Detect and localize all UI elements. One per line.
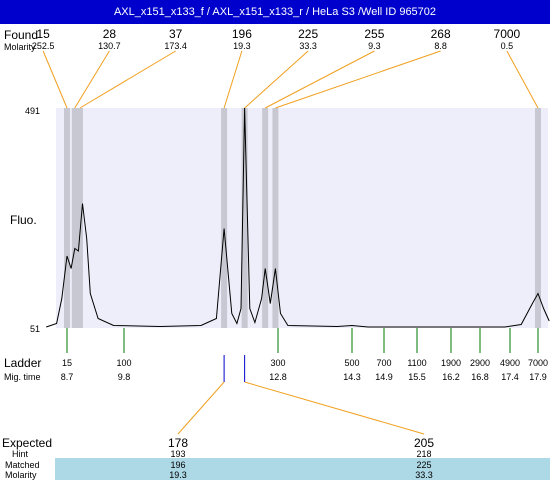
peak-band <box>241 108 248 328</box>
y-axis-label: Fluo. <box>10 213 37 227</box>
ladder-size-label: 15 <box>62 358 72 368</box>
found-molarity-label: 33.3 <box>299 41 317 51</box>
expected-hint-label: 218 <box>416 449 431 459</box>
ladder-migtime-label: 17.9 <box>529 372 547 382</box>
ladder-migtime-label: 12.8 <box>269 372 287 382</box>
found-row-label: Found <box>4 28 38 42</box>
found-molarity-label: 173.4 <box>164 41 187 51</box>
found-connector-line <box>42 50 68 109</box>
ladder-migtime-label: 14.3 <box>343 372 361 382</box>
found-connector-line <box>275 50 441 109</box>
y-tick-min-label: 51 <box>30 324 40 334</box>
found-connector-line <box>244 50 309 109</box>
ladder-size-label: 2900 <box>470 358 490 368</box>
y-tick-max-label: 491 <box>25 106 40 116</box>
found-connector-line <box>74 50 110 109</box>
peak-band <box>64 108 70 328</box>
ladder-size-label: 4900 <box>500 358 520 368</box>
found-connector-line <box>79 50 176 109</box>
found-molarity-label: 252.5 <box>32 41 55 51</box>
expected-hint-label: 193 <box>170 449 185 459</box>
expected-molarity-label: 33.3 <box>415 470 433 480</box>
peak-band <box>262 108 269 328</box>
migtime-row-label: Mig. time <box>4 372 41 382</box>
peak-band <box>272 108 279 328</box>
found-molarity-label: 0.5 <box>501 41 514 51</box>
peak-band <box>535 108 541 328</box>
expected-size-label: 205 <box>414 436 434 450</box>
found-size-label: 37 <box>169 27 183 41</box>
ladder-migtime-label: 16.2 <box>442 372 460 382</box>
found-size-label: 28 <box>103 27 117 41</box>
expected-size-label: 178 <box>168 436 188 450</box>
expected-connector-line <box>177 381 225 435</box>
fluorescence-trace <box>46 107 550 328</box>
ladder-size-label: 7000 <box>528 358 548 368</box>
found-connector-line <box>264 50 375 109</box>
expected-connector-line <box>244 381 425 435</box>
ladder-size-label: 1900 <box>441 358 461 368</box>
peak-band <box>221 108 228 328</box>
expected-matched-label: 225 <box>416 460 431 470</box>
ladder-migtime-label: 17.4 <box>501 372 519 382</box>
expected-matched-label: 196 <box>170 460 185 470</box>
ladder-migtime-label: 8.7 <box>61 372 74 382</box>
matched-row-bg <box>55 458 550 480</box>
found-molarity-label: 9.3 <box>368 41 381 51</box>
found-size-label: 15 <box>36 27 50 41</box>
ladder-migtime-label: 15.5 <box>408 372 426 382</box>
title-bar: AXL_x151_x133_f / AXL_x151_x133_r / HeLa… <box>0 0 550 24</box>
found-connector-line <box>506 50 539 109</box>
found-size-label: 268 <box>431 27 451 41</box>
found-size-label: 196 <box>232 27 252 41</box>
expected-row-label: Expected <box>2 436 52 450</box>
ladder-size-label: 700 <box>376 358 391 368</box>
found-connector-line <box>223 50 243 109</box>
peak-band <box>76 108 83 328</box>
found-size-label: 225 <box>298 27 318 41</box>
ladder-migtime-label: 16.8 <box>471 372 489 382</box>
window-title: AXL_x151_x133_f / AXL_x151_x133_r / HeLa… <box>113 6 437 18</box>
found-molarity-label: 8.8 <box>434 41 447 51</box>
ladder-size-label: 300 <box>270 358 285 368</box>
ladder-size-label: 100 <box>116 358 131 368</box>
ladder-migtime-label: 14.9 <box>375 372 393 382</box>
ladder-size-label: 1100 <box>407 358 426 368</box>
ladder-size-label: 500 <box>344 358 359 368</box>
found-size-label: 7000 <box>494 27 521 41</box>
ladder-row-label: Ladder <box>4 356 41 370</box>
plot-area <box>56 108 548 328</box>
matched-row-label: Matched <box>5 460 40 470</box>
found-size-label: 255 <box>364 27 384 41</box>
expected-molarity-label: 19.3 <box>169 470 187 480</box>
found-molarity-label: 130.7 <box>98 41 121 51</box>
ladder-migtime-label: 9.8 <box>118 372 131 382</box>
hint-row-label: Hint <box>12 449 29 459</box>
molarity-bottom-row-label: Molarity <box>5 470 37 480</box>
peak-band <box>71 108 78 328</box>
molarity-row-label: Molarity <box>4 42 36 52</box>
found-molarity-label: 19.3 <box>233 41 251 51</box>
